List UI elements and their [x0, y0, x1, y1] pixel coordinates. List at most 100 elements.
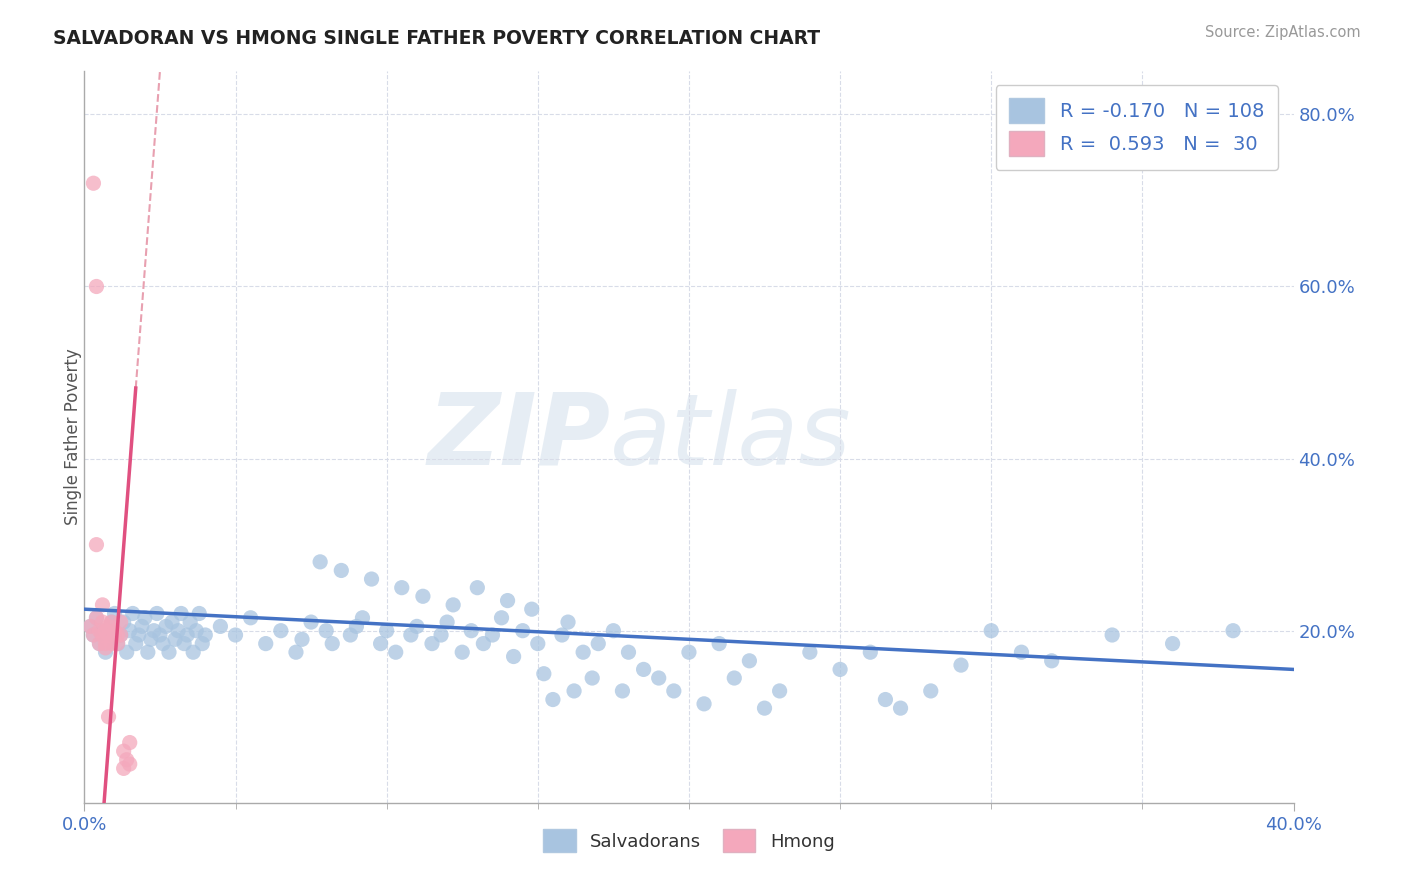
Point: [496, 593, 519, 607]
Point: [769, 684, 792, 698]
Point: [97, 628, 120, 642]
Point: [149, 628, 172, 642]
Point: [79, 619, 101, 633]
Point: [167, 624, 190, 638]
Point: [91, 598, 114, 612]
Point: [467, 581, 489, 595]
Point: [94, 624, 117, 638]
Point: [97, 632, 120, 647]
Point: [157, 645, 180, 659]
Point: [181, 645, 204, 659]
Point: [100, 637, 122, 651]
Point: [406, 619, 429, 633]
Point: [420, 637, 443, 651]
Point: [165, 632, 187, 647]
Point: [146, 607, 169, 621]
Point: [254, 637, 277, 651]
Point: [104, 628, 127, 642]
Point: [110, 628, 132, 642]
Point: [430, 628, 453, 642]
Point: [125, 637, 148, 651]
Point: [980, 624, 1002, 638]
Point: [82, 628, 104, 642]
Point: [82, 628, 104, 642]
Point: [118, 624, 141, 638]
Point: [86, 279, 108, 293]
Point: [557, 615, 579, 629]
Point: [100, 615, 122, 629]
Text: SALVADORAN VS HMONG SINGLE FATHER POVERTY CORRELATION CHART: SALVADORAN VS HMONG SINGLE FATHER POVERT…: [53, 29, 821, 47]
Point: [339, 628, 361, 642]
Point: [89, 637, 111, 651]
Point: [451, 645, 474, 659]
Point: [110, 628, 132, 642]
Point: [152, 637, 174, 651]
Point: [375, 624, 398, 638]
Point: [391, 581, 413, 595]
Point: [94, 640, 117, 655]
Point: [89, 624, 111, 638]
Point: [309, 555, 332, 569]
Point: [633, 662, 655, 676]
Point: [91, 624, 114, 638]
Point: [97, 619, 120, 633]
Point: [520, 602, 543, 616]
Point: [890, 701, 912, 715]
Point: [321, 637, 343, 651]
Y-axis label: Single Father Poverty: Single Father Poverty: [65, 349, 82, 525]
Point: [194, 628, 217, 642]
Point: [91, 615, 114, 629]
Point: [94, 637, 117, 651]
Point: [1040, 654, 1063, 668]
Point: [562, 684, 585, 698]
Point: [436, 615, 458, 629]
Point: [209, 619, 232, 633]
Point: [131, 619, 153, 633]
Point: [100, 615, 122, 629]
Point: [572, 645, 595, 659]
Point: [107, 637, 129, 651]
Point: [472, 637, 495, 651]
Point: [1161, 637, 1184, 651]
Point: [82, 176, 104, 190]
Point: [179, 615, 201, 629]
Text: ZIP: ZIP: [427, 389, 610, 485]
Point: [186, 624, 208, 638]
Point: [950, 658, 973, 673]
Point: [617, 645, 640, 659]
Point: [481, 628, 503, 642]
Point: [118, 735, 141, 749]
Point: [118, 757, 141, 772]
Point: [541, 692, 564, 706]
Point: [612, 684, 634, 698]
Point: [128, 628, 150, 642]
Point: [533, 666, 555, 681]
Point: [352, 611, 374, 625]
Point: [110, 615, 132, 629]
Point: [142, 624, 165, 638]
Point: [94, 645, 117, 659]
Point: [107, 628, 129, 642]
Point: [86, 611, 108, 625]
Point: [79, 619, 101, 633]
Point: [97, 710, 120, 724]
Point: [91, 628, 114, 642]
Point: [115, 645, 138, 659]
Point: [799, 645, 821, 659]
Point: [112, 761, 135, 775]
Point: [920, 684, 942, 698]
Point: [104, 607, 127, 621]
Point: [173, 637, 195, 651]
Point: [299, 615, 322, 629]
Point: [225, 628, 247, 642]
Point: [384, 645, 406, 659]
Point: [830, 662, 852, 676]
Point: [360, 572, 382, 586]
Point: [136, 645, 159, 659]
Point: [370, 637, 392, 651]
Point: [107, 637, 129, 651]
Point: [330, 564, 353, 578]
Point: [176, 628, 198, 642]
Point: [738, 654, 761, 668]
Point: [86, 538, 108, 552]
